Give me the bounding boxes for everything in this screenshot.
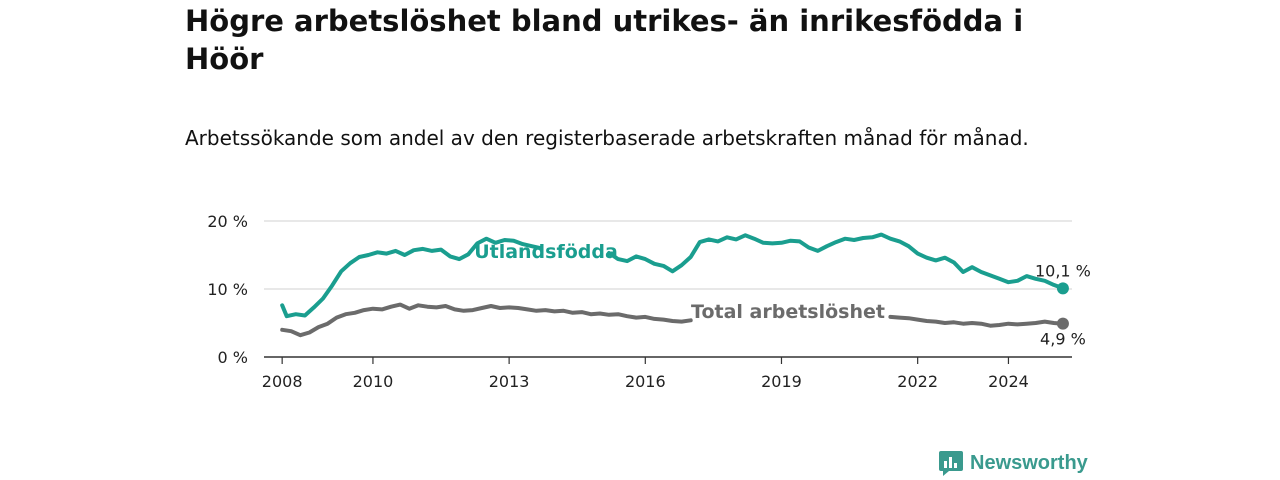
- x-tick-label: 2016: [625, 372, 666, 391]
- x-tick-label: 2024: [988, 372, 1029, 391]
- y-axis: 0 % 10 % 20 %: [207, 212, 248, 367]
- x-tick-label: 2019: [761, 372, 802, 391]
- end-value-label: 4,9 %: [1040, 330, 1086, 349]
- series-name-label: Utlandsfödda: [474, 241, 618, 263]
- grid-lines: [264, 220, 1072, 290]
- brand-name: Newsworthy: [970, 451, 1088, 474]
- series-line: [280, 302, 693, 338]
- y-tick-label: 10 %: [207, 280, 248, 299]
- y-tick-label: 0 %: [218, 348, 248, 367]
- series-labels: 10,1 % 4,9 % Utlandsfödda Total arbetslöshe…: [474, 241, 1091, 349]
- newsworthy-logo: Newsworthy: [938, 450, 1088, 476]
- newsworthy-logo-icon: [939, 451, 963, 476]
- x-tick-label: 2008: [262, 372, 303, 391]
- series-line: [607, 232, 1065, 291]
- series-line: [888, 314, 1065, 328]
- series-lines: [280, 232, 1069, 338]
- series-end-point: [1056, 282, 1069, 295]
- x-tick-label: 2022: [897, 372, 938, 391]
- line-chart: 0 % 10 % 20 % 2008 2010 2013 2016 2019 2022 2024…: [207, 212, 1091, 391]
- x-tick-label: 2010: [353, 372, 394, 391]
- series-end-point: [1056, 317, 1069, 330]
- chart-subtitle: Arbetssökande som andel av den registerb…: [185, 126, 1029, 150]
- y-tick-label: 20 %: [207, 212, 248, 231]
- series-name-label: Total arbetslöshet: [691, 301, 885, 323]
- chart-title: Högre arbetslöshet bland utrikes- än inr…: [185, 4, 1024, 76]
- x-axis: 2008 2010 2013 2016 2019 2022 2024: [262, 356, 1072, 391]
- end-value-label: 10,1 %: [1035, 261, 1091, 280]
- series-line: [280, 236, 543, 319]
- x-tick-label: 2013: [489, 372, 530, 391]
